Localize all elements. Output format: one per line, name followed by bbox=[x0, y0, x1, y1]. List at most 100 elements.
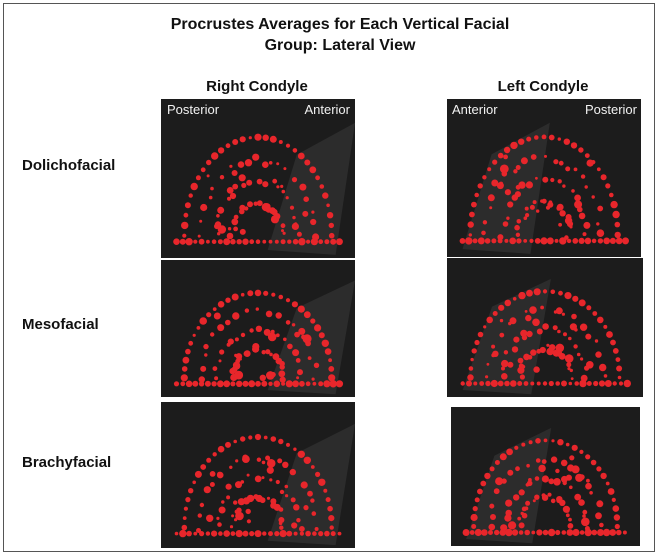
landmark-point bbox=[511, 529, 519, 536]
landmark-point bbox=[214, 223, 220, 230]
landmark-point bbox=[524, 206, 529, 211]
landmark-point bbox=[282, 231, 286, 235]
landmark-point bbox=[569, 368, 573, 373]
landmark-point bbox=[299, 531, 304, 536]
landmark-point bbox=[256, 457, 262, 462]
landmark-point bbox=[232, 312, 240, 320]
figure-title: Procrustes Averages for Each Vertical Fa… bbox=[150, 14, 530, 56]
landmark-point bbox=[285, 143, 291, 148]
landmark-point bbox=[555, 307, 563, 315]
landmark-point bbox=[297, 450, 305, 458]
landmark-point bbox=[541, 494, 549, 501]
landmark-point bbox=[582, 514, 586, 518]
landmark-point bbox=[479, 381, 485, 386]
landmark-point bbox=[572, 528, 580, 537]
landmark-point bbox=[227, 227, 232, 231]
row-label-brachyfacial: Brachyfacial bbox=[22, 454, 112, 471]
landmark-point bbox=[217, 301, 225, 308]
landmark-point bbox=[584, 528, 592, 537]
landmark-point bbox=[229, 525, 234, 529]
landmark-point bbox=[603, 374, 608, 378]
landmark-point bbox=[530, 349, 537, 356]
landmark-point bbox=[562, 184, 566, 188]
landmark-point bbox=[592, 311, 598, 316]
landmark-point bbox=[263, 435, 268, 440]
landmark-point bbox=[210, 186, 214, 191]
landmark-point bbox=[211, 239, 217, 244]
landmark-point bbox=[565, 508, 570, 513]
landmark-point bbox=[564, 354, 574, 363]
landmark-cloud bbox=[174, 423, 355, 546]
landmark-point bbox=[311, 210, 315, 214]
landmark-point bbox=[235, 481, 242, 489]
landmark-point bbox=[242, 455, 250, 463]
landmark-point bbox=[526, 463, 530, 468]
landmark-point bbox=[503, 350, 509, 355]
landmark-point bbox=[261, 460, 266, 465]
landmark-point bbox=[266, 459, 276, 468]
landmark-point bbox=[248, 136, 252, 140]
landmark-point bbox=[246, 179, 253, 186]
landmark-point bbox=[511, 346, 519, 353]
landmark-point bbox=[244, 206, 249, 211]
landmark-point bbox=[514, 191, 521, 198]
landmark-point bbox=[269, 135, 277, 143]
landmark-point bbox=[499, 164, 509, 174]
landmark-point bbox=[586, 478, 590, 483]
landmark-point bbox=[542, 176, 549, 183]
landmark-point bbox=[217, 522, 222, 527]
landmark-point bbox=[326, 212, 334, 219]
landmark-point bbox=[255, 325, 263, 332]
landmark-point bbox=[259, 497, 266, 504]
landmark-point bbox=[256, 178, 263, 185]
landmark-point bbox=[278, 140, 283, 144]
landmark-point bbox=[238, 174, 246, 182]
landmark-point bbox=[287, 343, 293, 350]
orientation-label-anterior: Anterior bbox=[304, 102, 350, 117]
panel-brachyfacial-right-condyle bbox=[161, 402, 355, 548]
landmark-point bbox=[613, 514, 621, 521]
landmark-point bbox=[310, 218, 317, 226]
landmark-point bbox=[185, 238, 193, 246]
landmark-point bbox=[236, 507, 242, 513]
landmark-point bbox=[622, 530, 627, 535]
landmark-point bbox=[324, 239, 330, 245]
landmark-point bbox=[246, 494, 255, 503]
landmark-point bbox=[491, 238, 497, 244]
landmark-point bbox=[217, 445, 225, 453]
landmark-point bbox=[294, 331, 300, 338]
landmark-point bbox=[486, 316, 493, 324]
landmark-point bbox=[611, 497, 616, 502]
landmark-point bbox=[336, 238, 343, 246]
landmark-point bbox=[185, 497, 191, 503]
landmark-point bbox=[474, 339, 480, 346]
landmark-point bbox=[200, 167, 206, 173]
landmark-point bbox=[298, 327, 306, 335]
landmark-point bbox=[612, 505, 620, 512]
landmark-point bbox=[213, 312, 221, 320]
title-line-2: Group: Lateral View bbox=[264, 37, 416, 54]
panel-dolichofacial-right-condyle: Posterior Anterior bbox=[161, 99, 355, 258]
landmark-point bbox=[488, 523, 496, 531]
landmark-point bbox=[542, 289, 548, 294]
landmark-point bbox=[566, 238, 572, 244]
landmark-point bbox=[568, 517, 572, 522]
landmark-point bbox=[491, 344, 496, 349]
landmark-point bbox=[521, 506, 527, 512]
landmark-point bbox=[259, 374, 266, 381]
orientation-label-posterior: Posterior bbox=[167, 102, 220, 117]
landmark-point bbox=[318, 332, 325, 339]
landmark-point bbox=[216, 471, 224, 479]
landmark-point bbox=[520, 329, 528, 337]
landmark-point bbox=[179, 529, 187, 538]
landmark-point bbox=[496, 182, 504, 190]
landmark-point bbox=[585, 333, 592, 340]
landmark-point bbox=[200, 365, 207, 372]
landmark-point bbox=[274, 531, 280, 537]
landmark-point bbox=[292, 215, 296, 220]
landmark-point bbox=[616, 529, 622, 536]
landmark-point bbox=[555, 381, 560, 386]
landmark-point bbox=[615, 237, 623, 245]
landmark-point bbox=[575, 473, 584, 482]
landmark-point bbox=[218, 531, 223, 536]
